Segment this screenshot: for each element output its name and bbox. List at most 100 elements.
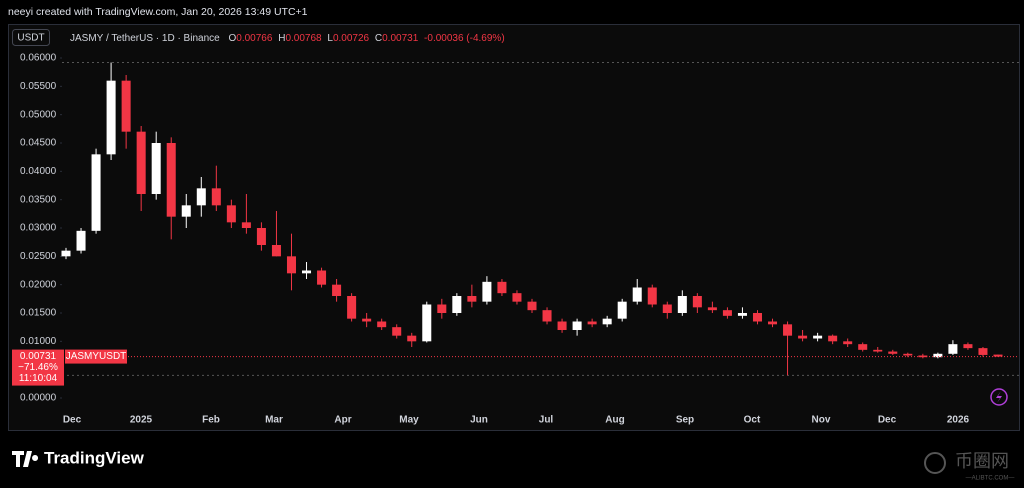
candle	[452, 293, 462, 316]
candle	[978, 347, 988, 357]
last-change: −71.46%	[18, 362, 58, 373]
candle	[873, 347, 883, 353]
candle	[271, 211, 281, 257]
candle	[256, 222, 266, 251]
candle	[858, 342, 868, 352]
legend-open: 0.00766	[236, 33, 273, 44]
x-tick-label: Apr	[334, 415, 351, 426]
currency-box	[12, 29, 50, 46]
candle-body	[587, 321, 597, 325]
legend-change: -0.00036 (-4.69%)	[424, 33, 505, 44]
candle-body	[963, 344, 973, 349]
candle-body	[362, 318, 372, 322]
candle-body	[888, 351, 898, 354]
candle	[527, 298, 537, 313]
x-tick-label: Dec	[878, 415, 897, 426]
candle	[497, 279, 507, 296]
candle-body	[662, 304, 672, 313]
candle-body	[166, 143, 176, 217]
candle-body	[813, 335, 823, 339]
candle	[76, 228, 86, 254]
candle-body	[241, 222, 251, 228]
candle-body	[858, 344, 868, 350]
candle-body	[452, 296, 462, 313]
x-tick-label: Aug	[605, 415, 624, 426]
candle	[407, 332, 417, 347]
candle-body	[61, 250, 71, 257]
candle-body	[527, 301, 537, 311]
candle-body	[256, 228, 266, 245]
lightning-button[interactable]	[990, 388, 1008, 406]
chart-panel	[8, 24, 1020, 431]
candle-body	[151, 143, 161, 194]
candle-body	[737, 313, 747, 316]
candle	[467, 284, 477, 308]
x-tick-label: Sep	[676, 415, 694, 426]
candle	[572, 318, 582, 336]
y-tick-label: 0.00000	[20, 393, 57, 404]
candle	[437, 298, 447, 319]
candle	[602, 315, 612, 328]
candle-body	[286, 256, 296, 274]
watermark: 币圈网	[955, 451, 1009, 471]
candle	[587, 318, 597, 328]
legend-h: H	[278, 33, 285, 44]
candle	[783, 321, 793, 376]
logo-text: TradingView	[44, 448, 145, 467]
candle	[542, 307, 552, 325]
candle-body	[437, 304, 447, 313]
lightning-icon	[996, 391, 1002, 403]
candle	[196, 177, 206, 217]
candle	[286, 233, 296, 291]
candle-body	[993, 354, 1003, 357]
x-tick-label: 2026	[947, 415, 970, 426]
legend: JASMY / TetherUS · 1D · Binance O0.00766…	[70, 33, 505, 44]
symbol-tag	[65, 349, 127, 364]
candle	[903, 352, 913, 358]
candle	[302, 262, 312, 279]
candle	[918, 353, 928, 359]
candle	[948, 340, 958, 355]
candle-body	[422, 304, 432, 342]
candle	[933, 352, 943, 359]
candle-body	[211, 188, 221, 206]
candle	[332, 279, 342, 302]
candle	[151, 131, 161, 200]
candle-body	[91, 154, 101, 231]
currency: USDT	[17, 33, 44, 44]
candle-body	[196, 188, 206, 206]
candle	[136, 126, 146, 211]
legend-close: 0.00731	[382, 33, 419, 44]
candle-body	[332, 284, 342, 296]
candle	[722, 307, 732, 319]
y-tick-label: 0.02500	[20, 251, 57, 262]
candle	[121, 75, 131, 149]
candle-body	[828, 335, 838, 342]
candle-body	[632, 287, 642, 302]
y-tick-label: 0.03000	[20, 223, 57, 234]
x-tick-label: 2025	[130, 415, 153, 426]
candle	[632, 279, 642, 305]
legend-symbol: JASMY / TetherUS · 1D · Binance	[70, 33, 220, 44]
candle	[106, 62, 116, 160]
candle	[362, 313, 372, 328]
y-tick-label: 0.06000	[20, 53, 57, 64]
x-tick-label: Dec	[63, 415, 82, 426]
candle-body	[677, 296, 687, 313]
candle	[963, 342, 973, 350]
candle	[647, 284, 657, 308]
y-tick-label: 0.05000	[20, 109, 57, 120]
candle-body	[106, 80, 116, 155]
candle	[317, 267, 327, 288]
y-tick-label: 0.01000	[20, 336, 57, 347]
candle-body	[843, 341, 853, 345]
candle-body	[121, 80, 131, 132]
watermark-sub: —ALIBTC.COM—	[966, 476, 1015, 482]
candle-body	[347, 296, 357, 319]
candle-body	[482, 281, 492, 302]
countdown: 11:10:04	[19, 373, 58, 384]
created-note: neeyi created with TradingView.com, Jan …	[8, 6, 308, 18]
candle	[512, 290, 522, 305]
y-tick-label: 0.01500	[20, 308, 57, 319]
